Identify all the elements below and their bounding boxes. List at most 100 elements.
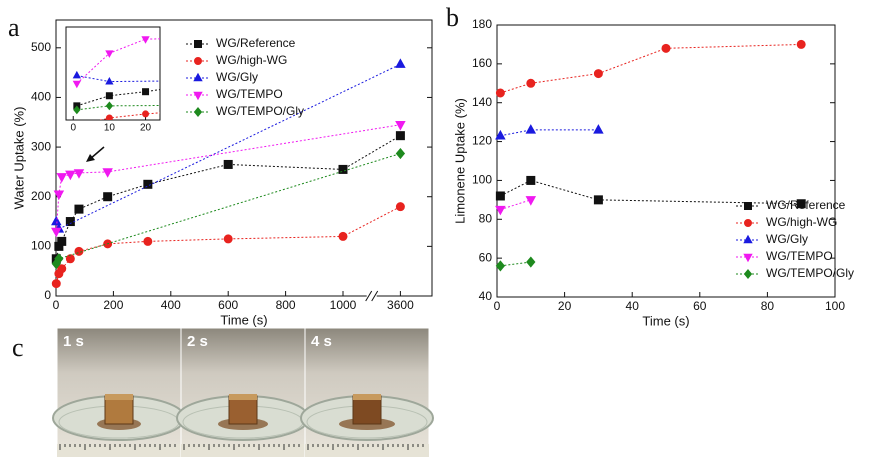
marker [525, 124, 537, 134]
marker [593, 124, 604, 134]
x-tick-label: 800 [276, 298, 296, 312]
y-tick-label: 140 [472, 95, 492, 109]
marker [721, 33, 728, 39]
marker [56, 173, 67, 183]
y-tick-label: 100 [472, 173, 492, 187]
ruler [305, 444, 429, 457]
marker [51, 227, 62, 238]
sample-cube [104, 395, 134, 425]
marker [395, 58, 406, 68]
y-axis-title: Water Uptake (%) [11, 107, 26, 210]
marker [103, 192, 113, 202]
legend-label: WG/Gly [766, 232, 808, 246]
frame-label: 1 s [63, 333, 84, 350]
marker [526, 256, 536, 268]
marker [57, 264, 67, 274]
marker [721, 52, 727, 58]
x-tick-label: 200 [103, 298, 123, 312]
marker [743, 269, 753, 279]
series-line [55, 135, 401, 259]
marker [395, 121, 406, 131]
marker [495, 191, 505, 201]
x-tick-label: 0 [53, 298, 60, 312]
marker [223, 159, 233, 169]
panel-label: b [446, 3, 459, 32]
marker [142, 110, 150, 118]
sample-top [229, 394, 257, 400]
marker [142, 88, 150, 96]
marker [796, 199, 806, 209]
y-tick-label: 40 [479, 289, 493, 303]
ruler [57, 444, 181, 457]
series-line [500, 179, 802, 205]
marker [338, 164, 348, 174]
y-tick-label: 0 [44, 288, 51, 302]
marker [338, 231, 348, 241]
y-tick-label: 500 [31, 40, 51, 54]
y-tick-label: 400 [31, 90, 51, 104]
axis-break [371, 290, 379, 302]
series-line [76, 89, 160, 107]
plot-frame [55, 19, 433, 297]
x-tick-label: 20 [558, 299, 572, 313]
x-tick-label: 100 [825, 299, 845, 313]
series-line [500, 199, 531, 211]
marker [593, 195, 603, 205]
marker [796, 39, 806, 49]
sample-top [353, 394, 381, 400]
marker [105, 114, 113, 120]
marker [744, 219, 752, 227]
x-tick-label: 80 [761, 299, 775, 313]
x-tick-label: 3600 [387, 298, 414, 312]
inset-x-tick-label: 10 [104, 123, 116, 134]
x-tick-label: 40 [626, 299, 640, 313]
legend-label: WG/TEMPO [216, 87, 283, 101]
ruler [181, 444, 305, 457]
y-tick-label: 60 [479, 250, 493, 264]
legend-label: WG/high-WG [766, 215, 837, 229]
marker [743, 253, 753, 263]
sample-cube [352, 395, 382, 425]
marker [57, 236, 67, 246]
marker [65, 170, 76, 181]
sample-cube [228, 395, 258, 425]
y-tick-label: 80 [479, 211, 493, 225]
axis-break-gap [366, 290, 377, 302]
legend-label: WG/TEMPO [766, 249, 833, 263]
marker [395, 202, 405, 212]
marker [744, 202, 752, 210]
y-tick-label: 200 [31, 189, 51, 203]
legend-label: WG/Reference [766, 198, 846, 212]
marker [359, 62, 365, 68]
marker [72, 70, 81, 79]
inset-plot [72, 33, 728, 120]
x-tick-label: 60 [693, 299, 707, 313]
marker [193, 107, 203, 117]
y-tick-label: 100 [31, 239, 51, 253]
marker [105, 101, 114, 111]
series-line [500, 43, 802, 94]
marker [495, 88, 505, 98]
marker [526, 78, 536, 88]
marker [193, 72, 203, 82]
marker [74, 204, 84, 214]
plot-frame [496, 24, 836, 298]
legend-label: WG/Reference [216, 36, 296, 50]
marker [223, 234, 233, 244]
y-tick-label: 300 [31, 139, 51, 153]
marker [105, 92, 113, 100]
x-tick-label: 600 [218, 298, 238, 312]
series-line [55, 124, 401, 232]
inset-x-tick-label: 0 [70, 123, 76, 134]
legend-label: WG/TEMPO/Gly [216, 104, 304, 118]
marker [495, 205, 506, 216]
marker [359, 33, 366, 39]
marker [53, 190, 65, 201]
x-tick-label: 0 [494, 299, 501, 313]
marker [65, 254, 75, 264]
marker [395, 147, 406, 160]
x-axis-title: Time (s) [642, 313, 689, 328]
marker [73, 105, 81, 115]
marker [194, 57, 202, 65]
